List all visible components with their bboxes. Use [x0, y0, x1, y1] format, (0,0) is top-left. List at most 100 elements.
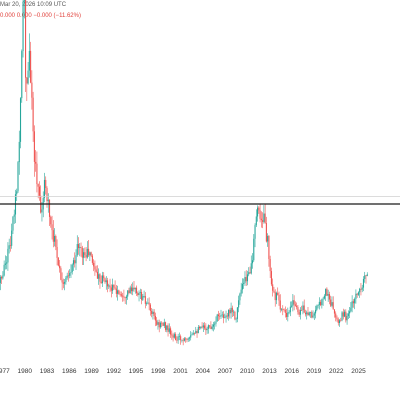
candle-body — [28, 50, 30, 71]
candle — [327, 289, 329, 302]
candle — [338, 318, 341, 327]
candle-body — [33, 131, 35, 162]
candle-body — [13, 214, 15, 217]
candle — [301, 305, 303, 311]
candle — [302, 301, 304, 315]
candle-body — [105, 280, 107, 283]
candle — [168, 323, 170, 334]
candle — [303, 299, 305, 313]
candle — [173, 332, 175, 339]
candle — [48, 199, 51, 227]
candle — [163, 318, 165, 329]
candle — [239, 292, 241, 305]
candle-body — [298, 312, 300, 315]
candle — [26, 77, 28, 102]
candle-body — [18, 141, 20, 163]
candle — [17, 160, 19, 194]
candle — [159, 321, 162, 329]
candle-body — [287, 312, 289, 317]
candle-body — [195, 331, 197, 334]
candle-body — [217, 314, 220, 317]
candle-body — [337, 319, 339, 323]
candle-body — [19, 98, 22, 142]
candle-body — [65, 277, 67, 282]
candle — [57, 257, 59, 267]
candle-body — [3, 264, 5, 276]
candle-body — [321, 299, 323, 306]
candle-body — [210, 326, 212, 330]
candle-body — [175, 334, 177, 341]
candle — [220, 309, 222, 319]
candle — [142, 293, 144, 302]
candle-body — [340, 320, 342, 321]
candle — [139, 288, 141, 299]
candle-body — [168, 328, 170, 332]
x-axis-tick-label: 2013 — [262, 368, 277, 375]
candle — [40, 185, 42, 214]
candle-body — [345, 311, 347, 321]
candle-body — [112, 284, 114, 291]
candle-body — [35, 161, 37, 164]
candle — [60, 266, 62, 281]
candle-body — [292, 300, 294, 306]
candle — [146, 301, 148, 306]
candle-body — [115, 288, 117, 294]
candle — [214, 321, 216, 330]
candle-body — [95, 269, 97, 272]
candle — [80, 242, 82, 257]
candle-body — [297, 307, 299, 313]
candle — [158, 319, 160, 333]
candle — [144, 292, 146, 309]
candle — [221, 311, 223, 318]
candle — [328, 291, 330, 305]
candle — [207, 324, 209, 334]
candle — [148, 297, 150, 311]
candle — [151, 307, 153, 318]
candle — [263, 205, 265, 224]
candle-body — [171, 334, 173, 336]
ohlc-value-1: 0.000 — [0, 13, 16, 19]
candle-body — [22, 1, 24, 52]
candle — [66, 272, 68, 280]
candle — [331, 296, 333, 308]
candle-body — [282, 309, 284, 310]
candle-body — [263, 213, 265, 222]
candle-body — [192, 333, 194, 335]
candle — [356, 293, 358, 298]
candle — [360, 283, 362, 296]
candle — [317, 304, 319, 309]
candle — [241, 278, 243, 294]
candle-body — [109, 285, 111, 288]
candle — [234, 310, 236, 321]
candle — [195, 326, 197, 334]
candle — [362, 276, 365, 292]
candle-body — [154, 315, 156, 321]
candle — [21, 49, 23, 103]
candle-body — [59, 265, 61, 269]
candle-body — [333, 309, 336, 314]
candle-body — [185, 338, 187, 340]
candle — [18, 130, 20, 175]
candle-body — [366, 274, 368, 277]
candle-body — [108, 285, 110, 287]
candle-body — [245, 277, 247, 282]
candle-body — [317, 304, 319, 307]
candle — [100, 275, 102, 284]
candle-body — [289, 306, 291, 313]
candle-body — [216, 314, 218, 322]
candle-body — [48, 199, 51, 217]
candle — [153, 309, 155, 320]
candle-body — [88, 248, 90, 256]
candle — [250, 255, 252, 275]
candle — [347, 310, 349, 319]
candle — [277, 287, 279, 296]
candle — [105, 276, 107, 290]
candle — [354, 297, 356, 310]
x-axis-tick-label: 1992 — [107, 368, 122, 375]
candle — [103, 272, 105, 282]
x-axis-tick-label: 1983 — [40, 368, 55, 375]
candle — [289, 301, 291, 317]
candle — [38, 181, 40, 201]
candle-body — [85, 254, 87, 258]
